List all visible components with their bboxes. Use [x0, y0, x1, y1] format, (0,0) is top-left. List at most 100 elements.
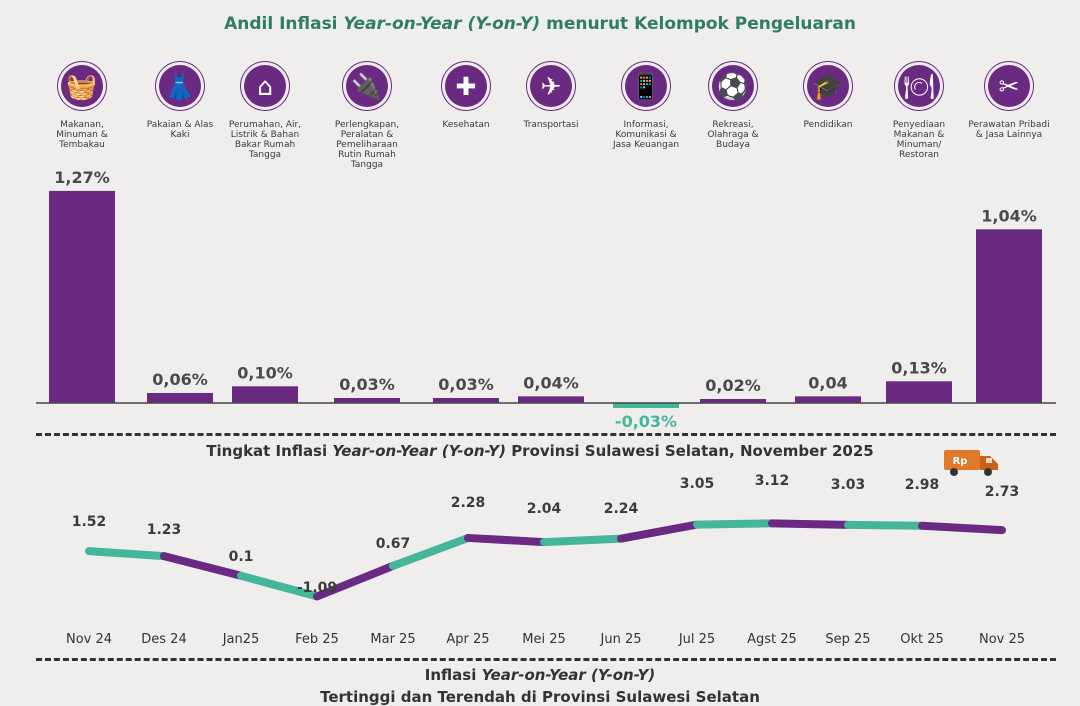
- delivery-truck-icon: Rp: [944, 450, 998, 476]
- x-axis-labels: Nov 24 Des 24 Jan25 Feb 25 Mar 25 Apr 25 Mei 2…: [66, 632, 1025, 647]
- x-tick-label: Mei 25: [522, 632, 566, 647]
- line-segment-6: [464, 533, 548, 547]
- footer-italic: Year-on-Year (Y-on-Y): [481, 666, 656, 684]
- bar-value-label: 0,06%: [152, 370, 208, 389]
- title-post: menurut Kelompok Pengeluaran: [540, 14, 856, 34]
- x-tick-label: Okt 25: [900, 632, 944, 647]
- bar-value-label: 1,04%: [981, 206, 1037, 225]
- point-value-label: 3.12: [755, 473, 790, 489]
- category-8: ⚽ Rekreasi, Olahraga & Budaya: [688, 62, 778, 150]
- title-italic: Year-on-Year (Y-on-Y): [343, 14, 541, 34]
- category-label: Perawatan Pribadi & Jasa Lainnya: [968, 120, 1050, 140]
- x-tick-label: Nov 25: [979, 632, 1025, 647]
- line-value-labels: 1.52 1.23 0.1 -1.09 0.67 2.28 2.04 2.24 3.05 3.12…: [72, 473, 1020, 596]
- category-9: 🎓 Pendidikan: [783, 62, 873, 130]
- bar-9: [795, 396, 861, 403]
- footer-pre: Inflasi: [424, 666, 482, 684]
- x-tick-label: Nov 24: [66, 632, 112, 647]
- section-divider-bottom: [36, 658, 1056, 661]
- category-10: 🍽 Penyediaan Makanan & Minuman/ Restoran: [874, 62, 964, 160]
- line-segment-7: [540, 534, 625, 547]
- point-value-label: -1.09: [297, 580, 337, 596]
- food-service-icon: 🍽: [895, 62, 943, 110]
- tools-icon: ✂: [985, 62, 1033, 110]
- category-label: Makanan, Minuman & Tembakau: [56, 120, 108, 150]
- category-6: ✈ Transportasi: [506, 62, 596, 130]
- line-segment-8: [617, 520, 701, 543]
- line-segment-3: [237, 571, 321, 601]
- bar-11: [976, 229, 1042, 403]
- line-segment-2: [160, 552, 245, 580]
- bar-chart: 1,27% 0,06% 0,10% 0,03% 0,03% 0,04% -0,03% 0,02…: [36, 168, 1056, 431]
- bar-4: [334, 397, 400, 403]
- category-label: Perlengkapan, Peralatan & Pemeliharaan R…: [334, 120, 400, 170]
- bar-value-label: 0,03%: [438, 375, 494, 394]
- bar-5: [433, 397, 499, 403]
- bars: 1,27% 0,06% 0,10% 0,03% 0,03% 0,04% -0,03% 0,02…: [49, 168, 1042, 431]
- house-icon: ⌂: [241, 62, 289, 110]
- line-series: [85, 519, 1006, 601]
- graduation-cap-icon: 🎓: [804, 62, 852, 110]
- bar-value-label: 0,04: [808, 373, 847, 392]
- point-value-label: 1.23: [147, 522, 182, 538]
- point-value-label: 0.67: [376, 536, 411, 552]
- category-5: ✚ Kesehatan: [421, 62, 511, 130]
- bar-value-label: 1,27%: [54, 168, 110, 187]
- category-7: 📱 Informasi, Komunikasi & Jasa Keuangan: [601, 62, 691, 150]
- subtitle-italic: Year-on-Year (Y-on-Y): [332, 442, 506, 460]
- bar-1: [49, 190, 115, 403]
- bar-3: [232, 386, 298, 403]
- x-tick-label: Jun 25: [600, 632, 642, 647]
- subtitle-post: Provinsi Sulawesi Selatan, November 2025: [505, 442, 874, 460]
- category-label: Transportasi: [523, 120, 579, 130]
- power-plug-icon: 🔌: [343, 62, 391, 110]
- line-segment-4: [313, 561, 397, 601]
- subtitle-pre: Tingkat Inflasi: [206, 442, 333, 460]
- x-tick-label: Jul 25: [678, 632, 715, 647]
- line-segment-1: [85, 547, 168, 561]
- category-label: Penyediaan Makanan & Minuman/ Restoran: [892, 120, 946, 160]
- truck-label: Rp: [953, 456, 968, 467]
- point-value-label: 2.04: [527, 501, 562, 517]
- line-segment-10: [768, 519, 852, 529]
- bar-10: [886, 381, 952, 403]
- point-value-label: 3.05: [680, 476, 715, 492]
- line-segment-9: [693, 519, 776, 529]
- bar-value-label: 0,02%: [705, 376, 761, 395]
- section-divider-top: [36, 433, 1056, 436]
- bar-value-label: 0,10%: [237, 363, 293, 382]
- footer-line-2: Tertinggi dan Terendah di Provinsi Sulaw…: [320, 688, 760, 706]
- smartphone-icon: 📱: [622, 62, 670, 110]
- x-tick-label: Agst 25: [747, 632, 797, 647]
- line-segment-11: [844, 520, 926, 530]
- bar-value-label: 0,04%: [523, 373, 579, 392]
- x-tick-label: Des 24: [141, 632, 186, 647]
- line-chart-title: Tingkat Inflasi Year-on-Year (Y-on-Y) Pr…: [0, 442, 1080, 460]
- football-player-icon: ⚽: [709, 62, 757, 110]
- point-value-label: 1.52: [72, 514, 107, 530]
- bar-value-label: -0,03%: [615, 412, 677, 431]
- category-11: ✂ Perawatan Pribadi & Jasa Lainnya: [964, 62, 1054, 140]
- airplane-icon: ✈: [527, 62, 575, 110]
- point-value-label: 2.24: [604, 501, 639, 517]
- line-segment-12: [918, 521, 1006, 535]
- point-value-label: 2.73: [985, 484, 1020, 500]
- dress-icon: 👗: [156, 62, 204, 110]
- bar-value-label: 0,03%: [339, 375, 395, 394]
- category-4: 🔌 Perlengkapan, Peralatan & Pemeliharaan …: [322, 62, 412, 170]
- bar-value-label: 0,13%: [891, 358, 947, 377]
- category-label: Pakaian & Alas Kaki: [146, 120, 214, 140]
- category-label: Informasi, Komunikasi & Jasa Keuangan: [612, 120, 680, 150]
- point-value-label: 0.1: [229, 549, 254, 565]
- category-label: Perumahan, Air, Listrik & Bahan Bakar Ru…: [228, 120, 302, 160]
- bar-8: [700, 399, 766, 403]
- bar-chart-title: Andil Inflasi Year-on-Year (Y-on-Y) menu…: [0, 14, 1080, 34]
- point-value-label: 3.03: [831, 477, 866, 493]
- point-value-label: 2.98: [905, 477, 940, 493]
- category-3: ⌂ Perumahan, Air, Listrik & Bahan Bakar R…: [220, 62, 310, 160]
- bar-7: [613, 403, 679, 409]
- category-label: Rekreasi, Olahraga & Budaya: [707, 120, 759, 150]
- category-1: 🧺 Makanan, Minuman & Tembakau: [37, 62, 127, 150]
- x-tick-label: Jan25: [222, 632, 260, 647]
- category-label: Kesehatan: [442, 120, 490, 130]
